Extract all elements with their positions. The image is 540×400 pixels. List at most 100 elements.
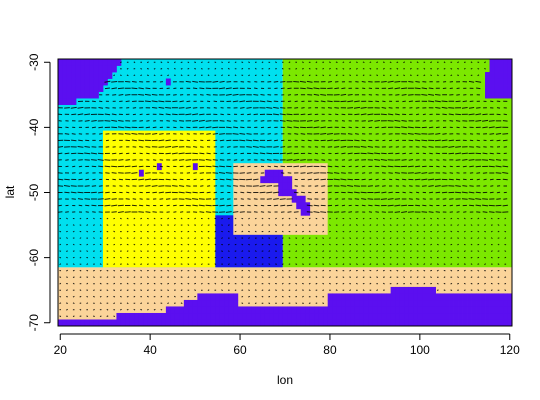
land-cell xyxy=(273,319,279,326)
land-cell xyxy=(503,72,508,79)
land-cell xyxy=(498,59,504,66)
land-cell xyxy=(89,85,95,92)
land-cell xyxy=(494,312,499,320)
land-cell xyxy=(75,319,81,326)
land-cell xyxy=(408,319,414,326)
land-cell xyxy=(98,319,104,326)
land-cell xyxy=(485,78,490,86)
land-cell xyxy=(494,72,499,79)
land-cell xyxy=(93,59,99,66)
land-cell xyxy=(377,306,383,314)
land-cell xyxy=(426,306,432,314)
land-cell xyxy=(485,72,490,79)
land-cell xyxy=(107,72,113,79)
land-cell xyxy=(386,312,392,320)
land-cell xyxy=(363,299,369,307)
land-cell xyxy=(269,319,275,326)
land-cell xyxy=(120,319,126,326)
land-cell xyxy=(165,78,171,86)
land-cell xyxy=(381,319,387,326)
land-cell xyxy=(336,299,342,307)
land-cell xyxy=(386,319,392,326)
vector-field xyxy=(58,61,509,318)
land-cell xyxy=(503,91,508,99)
land-cell xyxy=(449,312,454,320)
land-cell xyxy=(296,202,302,210)
land-cell xyxy=(395,306,401,314)
land-cell xyxy=(318,312,324,320)
land-cell xyxy=(363,312,369,320)
land-cell xyxy=(507,65,512,73)
land-cell xyxy=(282,319,288,326)
land-cell xyxy=(332,299,338,307)
land-cell xyxy=(332,306,338,314)
land-cell xyxy=(494,91,499,99)
land-cell xyxy=(89,91,95,99)
land-cell xyxy=(467,293,472,301)
land-cell xyxy=(197,312,203,320)
land-cell xyxy=(138,319,144,326)
land-cell xyxy=(269,176,275,184)
land-cell xyxy=(480,299,486,307)
land-cell xyxy=(278,306,284,314)
land-cell xyxy=(435,299,441,307)
land-cell xyxy=(228,312,234,320)
land-cell xyxy=(296,306,302,314)
land-cell xyxy=(102,72,108,79)
land-cell xyxy=(287,319,293,326)
land-cell xyxy=(395,319,401,326)
land-cell xyxy=(386,293,392,301)
land-cell xyxy=(287,312,293,320)
land-cell xyxy=(368,299,374,307)
land-cell xyxy=(125,312,131,320)
land-cell xyxy=(80,78,86,86)
land-cell xyxy=(282,176,288,184)
land-cell xyxy=(75,91,81,99)
land-cell xyxy=(431,306,436,314)
land-cell xyxy=(368,306,374,314)
land-cell xyxy=(462,306,468,314)
land-cell xyxy=(390,299,396,307)
land-cell xyxy=(260,319,266,326)
land-cell xyxy=(237,306,243,314)
land-cell xyxy=(269,312,275,320)
land-cell xyxy=(233,293,239,301)
land-cell xyxy=(471,306,477,314)
land-cell xyxy=(183,319,189,326)
land-cell xyxy=(242,312,248,320)
land-cell xyxy=(84,72,90,79)
land-cell xyxy=(476,306,481,314)
land-cell xyxy=(440,306,445,314)
land-cell xyxy=(84,85,90,92)
land-cell xyxy=(426,312,432,320)
land-cell xyxy=(143,319,149,326)
land-cell xyxy=(489,319,495,326)
land-cell xyxy=(381,312,387,320)
land-cell xyxy=(192,319,198,326)
land-cell xyxy=(192,299,198,307)
land-cell xyxy=(341,299,347,307)
land-cell xyxy=(215,299,221,307)
land-cell xyxy=(507,319,512,326)
land-cell xyxy=(264,169,270,177)
land-cell xyxy=(93,78,99,86)
land-cell xyxy=(413,293,419,301)
land-cell xyxy=(264,306,270,314)
land-cell xyxy=(489,312,495,320)
land-cell xyxy=(233,312,239,320)
land-cell xyxy=(278,176,284,184)
land-cell xyxy=(444,319,450,326)
x-tick-label: 100 xyxy=(410,343,430,357)
land-cell xyxy=(75,59,81,66)
land-cell xyxy=(228,293,234,301)
land-cell xyxy=(503,319,508,326)
land-cell xyxy=(305,306,311,314)
land-cell xyxy=(179,306,185,314)
land-cell xyxy=(152,319,158,326)
land-cell xyxy=(413,306,419,314)
land-cell xyxy=(282,306,288,314)
land-cell xyxy=(467,319,472,326)
land-cell xyxy=(431,293,436,301)
land-cell xyxy=(332,312,338,320)
land-cell xyxy=(165,312,171,320)
